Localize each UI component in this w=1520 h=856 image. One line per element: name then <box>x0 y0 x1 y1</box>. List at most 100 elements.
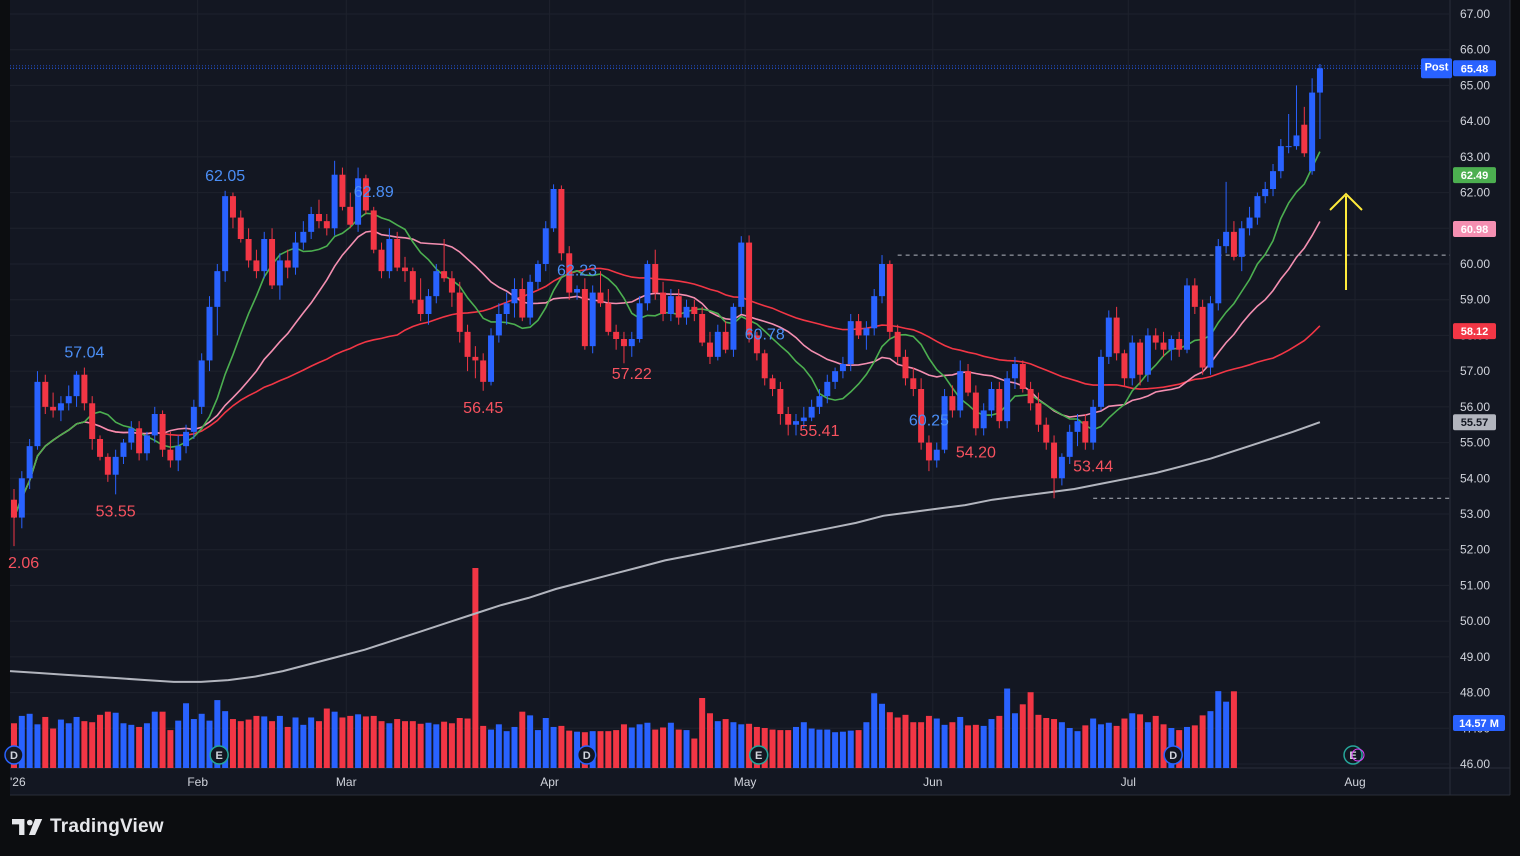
candle <box>323 214 330 236</box>
candle-body <box>636 303 643 339</box>
price-annotation: 56.45 <box>463 400 503 417</box>
candle-body <box>269 239 276 286</box>
price-annotation: 55.41 <box>799 423 839 440</box>
candle <box>1238 221 1245 272</box>
candle-body <box>339 174 346 207</box>
candle <box>253 249 260 279</box>
volume-bar <box>198 713 205 768</box>
event-marker-letter: E <box>755 750 762 762</box>
candle <box>910 367 917 397</box>
volume-bar <box>824 729 831 768</box>
volume-bar <box>894 717 901 768</box>
candle <box>151 406 158 443</box>
volume-bar <box>433 724 440 768</box>
candle-body <box>1168 339 1175 350</box>
candle-body <box>902 356 909 379</box>
candle <box>1246 206 1253 236</box>
candle-body <box>73 374 80 397</box>
event-marker-letter: D <box>10 750 18 762</box>
candle <box>839 356 846 379</box>
price-tick-label: 64.00 <box>1460 114 1490 128</box>
candle <box>1011 356 1018 389</box>
tradingview-logo-icon <box>12 819 43 835</box>
candle <box>1223 181 1230 254</box>
candle <box>1262 181 1269 204</box>
plot-area <box>10 0 1450 795</box>
price-tick-label: 51.00 <box>1460 578 1490 592</box>
candle <box>1301 106 1308 157</box>
sma20-line <box>13 221 1321 518</box>
price-annotation: 53.55 <box>96 503 136 520</box>
event-marker-letter: E <box>1349 750 1356 762</box>
price-tag-value: 65.48 <box>1461 63 1489 75</box>
volume-bar <box>1027 692 1034 768</box>
price-tag-value: 58.12 <box>1461 326 1489 338</box>
candle <box>597 271 604 307</box>
candle-body <box>370 210 377 250</box>
candle-body <box>237 217 244 239</box>
candle-body <box>738 242 745 307</box>
price-tag-bg <box>1453 414 1496 431</box>
candle <box>245 228 252 268</box>
volume-bar <box>456 718 463 768</box>
volume-bar <box>847 730 854 768</box>
candle <box>519 278 526 322</box>
candle-body <box>871 296 878 329</box>
candle <box>527 274 534 325</box>
volume-bar <box>527 715 534 768</box>
candle-body <box>699 314 706 343</box>
candle-body <box>746 242 753 336</box>
candle-body <box>628 339 635 347</box>
candle-body <box>832 371 839 382</box>
candle-body <box>972 392 979 429</box>
candle <box>1105 310 1112 364</box>
candle-body <box>714 331 721 357</box>
candle <box>1051 435 1058 499</box>
candle <box>800 406 807 428</box>
candle-body <box>347 206 354 225</box>
candle-body <box>597 292 604 304</box>
volume-bar <box>730 722 737 768</box>
candle <box>746 235 753 343</box>
volume-bar <box>65 723 72 768</box>
volume-bar <box>972 724 979 768</box>
candle <box>402 256 408 282</box>
candle <box>57 396 64 422</box>
candle-body <box>675 296 682 318</box>
volume-bar <box>933 718 940 768</box>
candle-body <box>198 360 205 407</box>
candle <box>120 439 127 464</box>
volume-bar <box>175 720 182 768</box>
candle-body <box>519 289 526 318</box>
candle-body <box>589 292 596 347</box>
candle-body <box>566 253 573 293</box>
candle-body <box>691 306 698 314</box>
volume-bar <box>605 731 612 768</box>
candle-body <box>574 289 581 293</box>
candle-body <box>464 331 471 357</box>
candle <box>511 278 518 318</box>
candle <box>143 431 150 461</box>
price-tag-bg <box>1453 221 1496 237</box>
candle-body <box>81 374 88 404</box>
volume-bar <box>214 700 221 768</box>
volume-bar <box>222 711 229 768</box>
candle-body <box>480 360 487 382</box>
candle <box>206 296 213 372</box>
volume-bar <box>1074 731 1081 768</box>
candle <box>691 299 698 322</box>
volume-bar <box>73 716 80 768</box>
volume-bar <box>89 722 96 768</box>
candle <box>159 410 166 457</box>
candle <box>198 353 205 414</box>
price-tick-label: 67.00 <box>1460 7 1490 21</box>
brand[interactable]: TradingView <box>12 812 164 842</box>
candle-body <box>1215 246 1222 304</box>
candle <box>879 255 886 304</box>
candle <box>1137 339 1144 386</box>
candle <box>808 399 815 422</box>
event-marker-ring <box>1351 748 1365 762</box>
candle-body <box>1074 421 1081 432</box>
candle-body <box>159 414 166 450</box>
